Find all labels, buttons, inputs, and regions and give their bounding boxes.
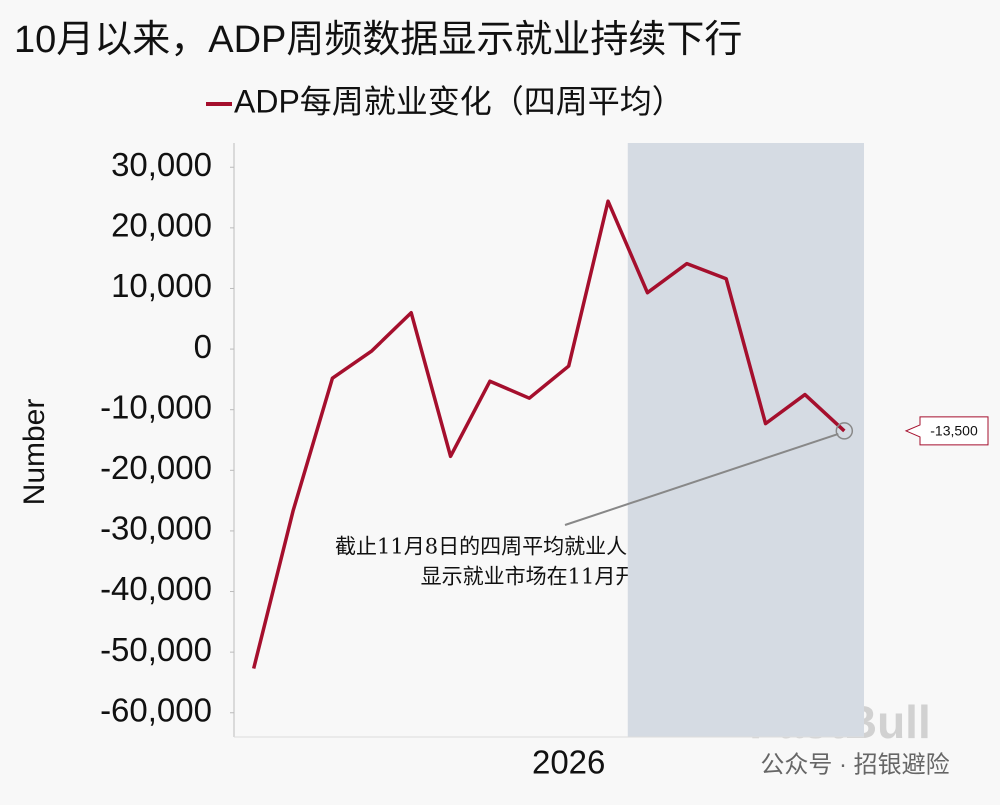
chart-title: 10月以来，ADP周频数据显示就业持续下行	[14, 19, 742, 61]
y-tick-label: -20,000	[100, 449, 212, 486]
annotation-marker	[835, 422, 854, 440]
y-tick-label: -40,000	[100, 570, 212, 607]
value-label: -13,500	[930, 423, 978, 439]
y-axis-label: Number	[18, 399, 51, 506]
y-tick-label: -50,000	[100, 631, 212, 668]
y-tick-label: 30,000	[111, 146, 212, 183]
y-tick-label: -10,000	[100, 388, 212, 425]
x-tick-label: 2026	[532, 744, 605, 781]
y-tick-label: 0	[194, 328, 212, 365]
y-tick-label: 10,000	[111, 267, 212, 304]
data-line	[251, 199, 846, 669]
watermark: 公众号 · 招银避险	[760, 751, 949, 778]
y-tick-label: 20,000	[111, 207, 212, 244]
y-tick-label: -30,000	[100, 510, 212, 547]
highlight-region	[627, 143, 864, 737]
legend-label: ADP每周就业变化（四周平均）	[234, 83, 684, 119]
y-tick-label: -60,000	[100, 691, 212, 728]
annotation-leader	[564, 432, 839, 526]
callout-box	[904, 416, 989, 446]
